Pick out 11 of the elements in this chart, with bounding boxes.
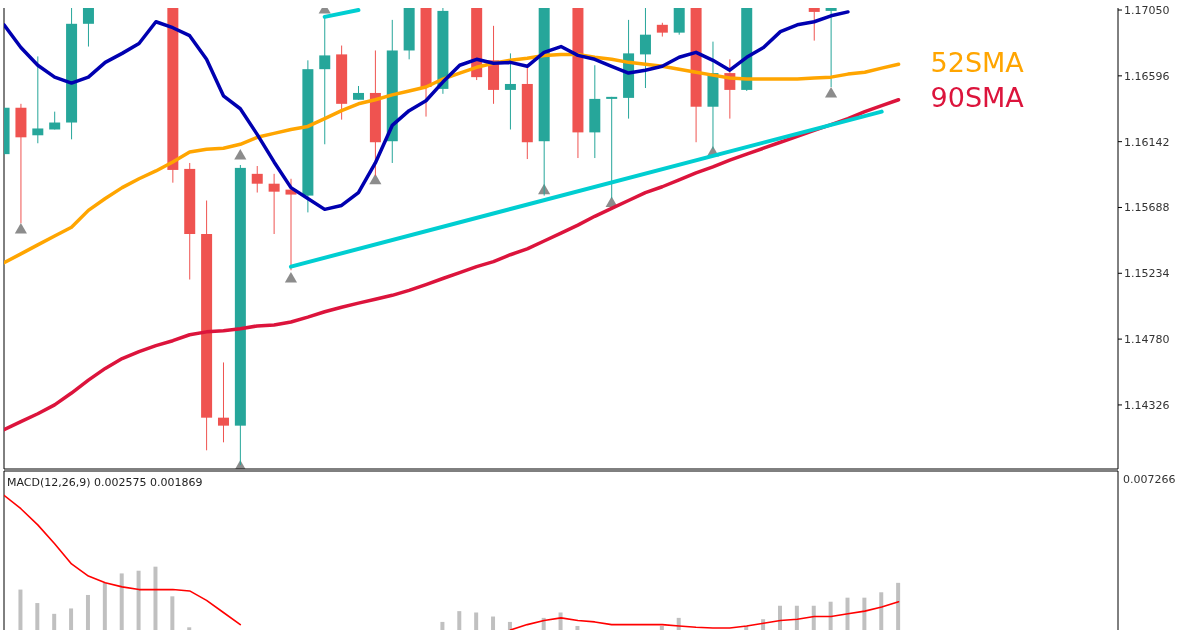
y-tick-label: 1.16142 [1124, 135, 1170, 149]
y-tick-label: 1.16596 [1124, 69, 1170, 83]
series-label: 90SMA [930, 82, 1025, 114]
y-tick-label: 1.14326 [1124, 398, 1170, 412]
y-tick-label: 1.15234 [1124, 267, 1170, 281]
y-tick-label: 1.14780 [1124, 333, 1170, 347]
y-tick-label: 1.17050 [1124, 3, 1170, 17]
series-label: 52SMA [930, 46, 1025, 78]
text: 0.007266 [1123, 473, 1176, 486]
y-tick-label: 1.15688 [1124, 201, 1170, 215]
chart-title: MACD(12,26,9) 0.002575 0.001869 [7, 476, 203, 489]
